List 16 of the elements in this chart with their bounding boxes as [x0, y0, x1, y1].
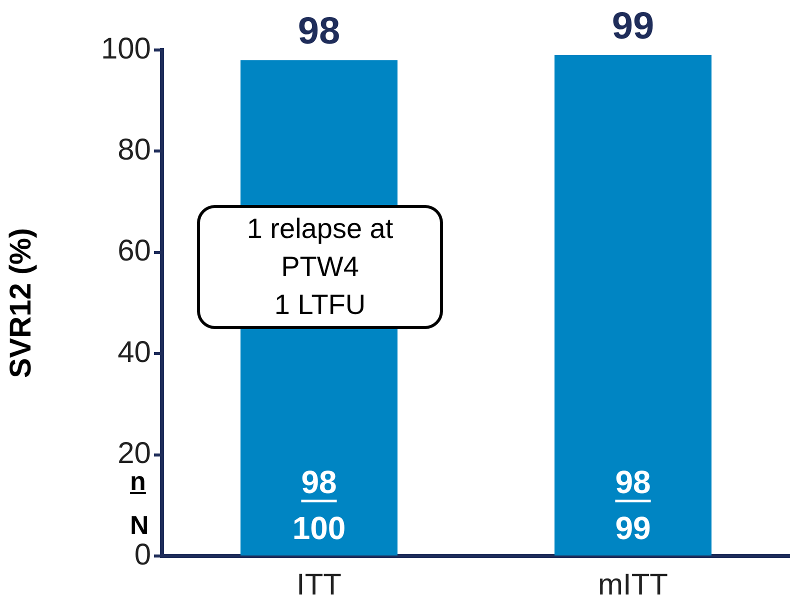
- annotation: 100: [292, 510, 346, 546]
- annotation: 98: [615, 464, 651, 500]
- y-tick-label: 40: [118, 336, 151, 369]
- x-tick-label: ITT: [296, 568, 342, 602]
- y-tick-label: 60: [118, 234, 151, 268]
- x-tick-label: mITT: [598, 568, 668, 602]
- y-axis-title: SVR12 (%): [4, 228, 38, 378]
- callout-box: 1 relapse at PTW4 1 LTFU: [197, 205, 443, 329]
- annotation: 98: [301, 464, 337, 500]
- y-tick-label: 100: [100, 32, 151, 66]
- y-tick-label: 80: [118, 133, 151, 166]
- text: N: [130, 510, 149, 541]
- data-label: 99: [612, 6, 654, 48]
- annotation: 99: [615, 510, 651, 546]
- y-tick-label: 0: [134, 538, 151, 572]
- data-label: 98: [298, 10, 340, 53]
